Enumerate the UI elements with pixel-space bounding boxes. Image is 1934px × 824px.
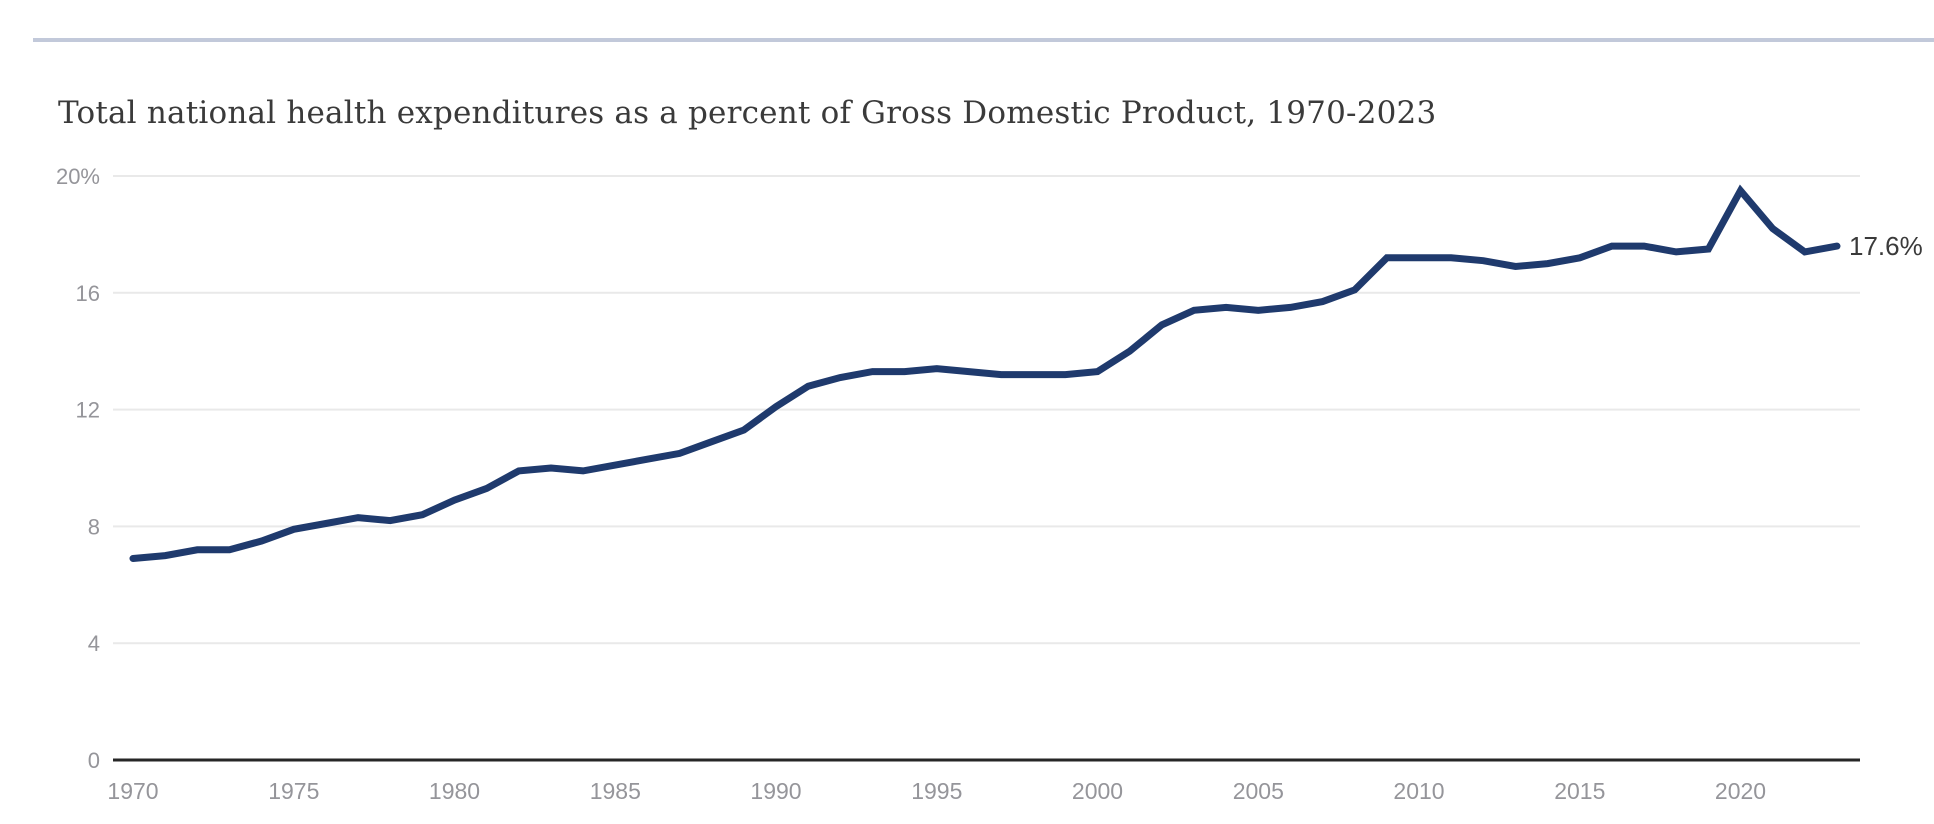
x-tick-label: 2020: [1715, 778, 1766, 804]
end-value-label: 17.6%: [1849, 231, 1923, 261]
chart-title: Total national health expenditures as a …: [58, 95, 1437, 131]
x-tick-label: 1985: [590, 778, 641, 804]
top-divider: [33, 38, 1934, 42]
x-tick-label: 1980: [429, 778, 480, 804]
x-tick-label: 2000: [1072, 778, 1123, 804]
y-tick-label: 4: [88, 631, 100, 656]
y-tick-label: 12: [76, 398, 100, 423]
y-tick-label: 8: [88, 514, 100, 539]
x-tick-label: 1975: [268, 778, 319, 804]
x-tick-label: 2015: [1554, 778, 1605, 804]
x-tick-label: 1970: [107, 778, 158, 804]
x-tick-label: 2005: [1233, 778, 1284, 804]
x-tick-label: 1995: [911, 778, 962, 804]
y-tick-label: 0: [88, 748, 100, 773]
y-tick-label: 20%: [56, 164, 100, 189]
trend-line: [129, 184, 1841, 562]
chart-root: 20% 16 12 8 4 0 1970 1975 1980 1985 1990 1995 2000 20…: [56, 164, 1923, 804]
x-tick-label: 1990: [750, 778, 801, 804]
y-tick-label: 16: [76, 281, 100, 306]
x-tick-label: 2010: [1393, 778, 1444, 804]
